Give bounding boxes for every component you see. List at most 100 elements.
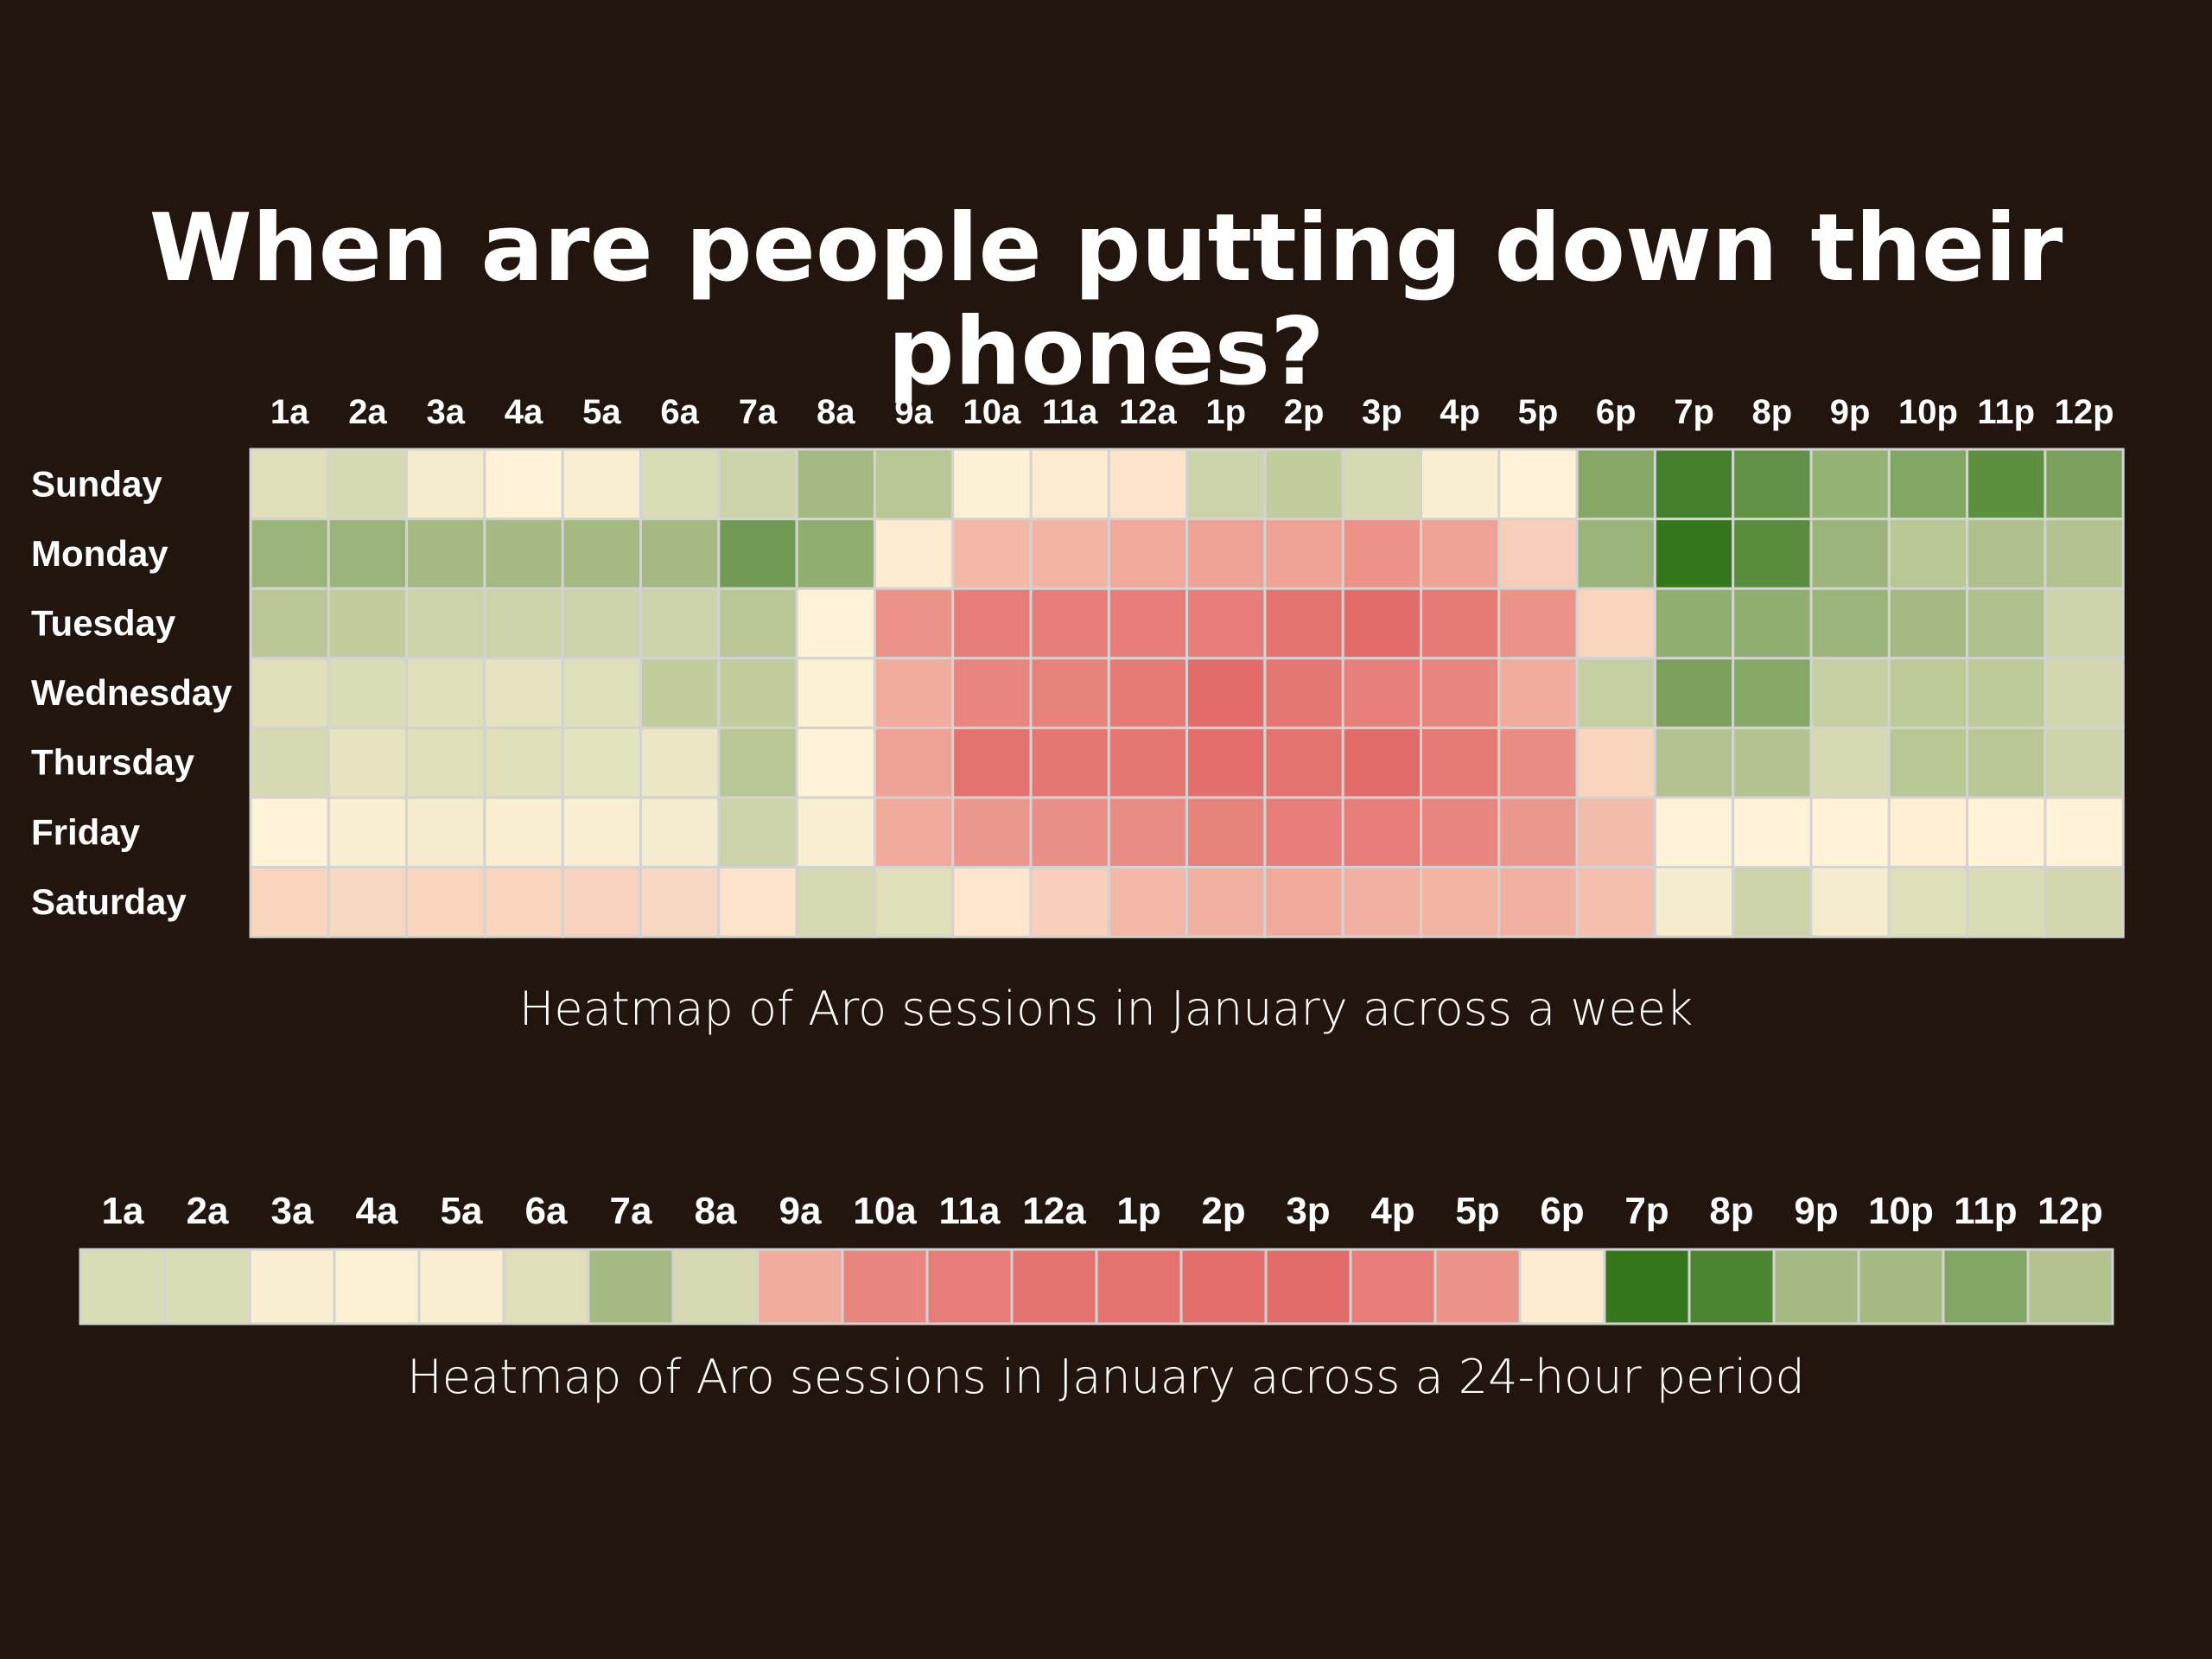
heatmap-cell-wednesday-4a: [483, 657, 564, 729]
heatmap-cell-monday-2p: [1263, 518, 1344, 590]
heatmap-cell-tuesday-1p: [1185, 587, 1267, 660]
heatmap-cell-saturday-9a: [873, 866, 955, 938]
heatmap-cell-sunday-10p: [1887, 448, 1969, 521]
heatmap-cell-wednesday-3p: [1341, 657, 1422, 729]
heatmap-cell-wednesday-12a: [1107, 657, 1189, 729]
heatmap-cell-sunday-4p: [1420, 448, 1501, 521]
heatmap-cell-day-9a: [756, 1248, 844, 1325]
heatmap-cell-sunday-7p: [1653, 448, 1735, 521]
heatmap-cell-monday-5a: [561, 518, 643, 590]
heatmap-cell-wednesday-8p: [1732, 657, 1813, 729]
heatmap-cell-sunday-12p: [2044, 448, 2125, 521]
heatmap-cell-monday-11p: [1966, 518, 2047, 590]
heatmap-cell-sunday-11p: [1966, 448, 2047, 521]
heatmap-cell-day-5a: [417, 1248, 505, 1325]
column-label-8p: 8p: [1709, 1190, 1753, 1232]
week-heatmap-caption: Heatmap of Aro sessions in January acros…: [518, 982, 1694, 1036]
heatmap-cell-thursday-11p: [1966, 726, 2047, 799]
heatmap-cell-sunday-9p: [1809, 448, 1891, 521]
column-label-2a: 2a: [348, 393, 387, 431]
heatmap-cell-wednesday-5a: [561, 657, 643, 729]
heatmap-cell-saturday-10a: [951, 866, 1033, 938]
heatmap-cell-saturday-4p: [1420, 866, 1501, 938]
heatmap-cell-saturday-2p: [1263, 866, 1344, 938]
heatmap-cell-friday-3p: [1341, 796, 1422, 869]
heatmap-cell-sunday-7a: [717, 448, 798, 521]
heatmap-cell-tuesday-12a: [1107, 587, 1189, 660]
heatmap-cell-friday-12a: [1107, 796, 1189, 869]
heatmap-cell-friday-4a: [483, 796, 564, 869]
heatmap-cell-day-11a: [925, 1248, 1014, 1325]
heatmap-cell-thursday-1p: [1185, 726, 1267, 799]
heatmap-cell-sunday-3a: [405, 448, 486, 521]
column-label-7p: 7p: [1624, 1190, 1669, 1232]
heatmap-cell-wednesday-10a: [951, 657, 1033, 729]
heatmap-cell-saturday-6p: [1575, 866, 1656, 938]
column-label-4p: 4p: [1370, 1190, 1414, 1232]
column-label-6a: 6a: [525, 1190, 568, 1232]
heatmap-cell-tuesday-4a: [483, 587, 564, 660]
heatmap-cell-saturday-7p: [1653, 866, 1735, 938]
heatmap-cell-thursday-10a: [951, 726, 1033, 799]
heatmap-cell-friday-2a: [327, 796, 409, 869]
column-label-1p: 1p: [1205, 393, 1246, 431]
column-label-10p: 10p: [1898, 393, 1958, 431]
heatmap-cell-day-1p: [1095, 1248, 1183, 1325]
column-label-9p: 9p: [1830, 393, 1871, 431]
heatmap-cell-sunday-10a: [951, 448, 1033, 521]
heatmap-cell-wednesday-11p: [1966, 657, 2047, 729]
heatmap-cell-friday-7p: [1653, 796, 1735, 869]
column-label-9a: 9a: [894, 393, 933, 431]
row-label-friday: Friday: [31, 811, 141, 852]
column-label-1a: 1a: [270, 393, 309, 431]
column-label-3p: 3p: [1286, 1190, 1330, 1232]
heatmap-cell-tuesday-3p: [1341, 587, 1422, 660]
heatmap-cell-tuesday-6p: [1575, 587, 1656, 660]
heatmap-cell-thursday-4a: [483, 726, 564, 799]
heatmap-cell-thursday-6p: [1575, 726, 1656, 799]
heatmap-cell-day-6a: [502, 1248, 590, 1325]
column-label-8a: 8a: [817, 393, 855, 431]
heatmap-cell-thursday-12p: [2044, 726, 2125, 799]
heatmap-cell-friday-5a: [561, 796, 643, 869]
heatmap-cell-friday-9a: [873, 796, 955, 869]
column-label-7p: 7p: [1674, 393, 1714, 431]
heatmap-cell-saturday-11a: [1029, 866, 1110, 938]
heatmap-cell-sunday-8p: [1732, 448, 1813, 521]
column-label-12p: 12p: [2037, 1190, 2103, 1232]
heatmap-cell-tuesday-9p: [1809, 587, 1891, 660]
heatmap-cell-day-6p: [1518, 1248, 1606, 1325]
column-label-11p: 11p: [1977, 393, 2035, 431]
heatmap-cell-friday-5p: [1497, 796, 1579, 869]
heatmap-cell-thursday-2a: [327, 726, 409, 799]
heatmap-cell-thursday-8p: [1732, 726, 1813, 799]
column-label-3a: 3a: [427, 393, 466, 431]
heatmap-cell-day-9p: [1772, 1248, 1860, 1325]
heatmap-cell-tuesday-11p: [1966, 587, 2047, 660]
row-label-sunday: Sunday: [31, 463, 162, 504]
heatmap-cell-monday-7p: [1653, 518, 1735, 590]
heatmap-cell-saturday-4a: [483, 866, 564, 938]
heatmap-cell-monday-1p: [1185, 518, 1267, 590]
row-label-monday: Monday: [31, 533, 168, 574]
heatmap-cell-thursday-10p: [1887, 726, 1969, 799]
heatmap-cell-day-3a: [248, 1248, 336, 1325]
heatmap-cell-thursday-3a: [405, 726, 486, 799]
heatmap-cell-tuesday-3a: [405, 587, 486, 660]
heatmap-cell-tuesday-10a: [951, 587, 1033, 660]
heatmap-cell-thursday-12a: [1107, 726, 1189, 799]
heatmap-cell-friday-10a: [951, 796, 1033, 869]
column-label-4a: 4a: [505, 393, 543, 431]
heatmap-cell-wednesday-7a: [717, 657, 798, 729]
heatmap-cell-wednesday-9a: [873, 657, 955, 729]
heatmap-cell-friday-1a: [249, 796, 330, 869]
column-label-8p: 8p: [1752, 393, 1793, 431]
heatmap-cell-friday-12p: [2044, 796, 2125, 869]
heatmap-cell-thursday-2p: [1263, 726, 1344, 799]
column-label-12p: 12p: [2055, 393, 2114, 431]
heatmap-cell-friday-9p: [1809, 796, 1891, 869]
heatmap-cell-day-12a: [1010, 1248, 1098, 1325]
column-label-11a: 11a: [939, 1190, 1001, 1232]
heatmap-cell-wednesday-7p: [1653, 657, 1735, 729]
column-label-10a: 10a: [963, 393, 1020, 431]
